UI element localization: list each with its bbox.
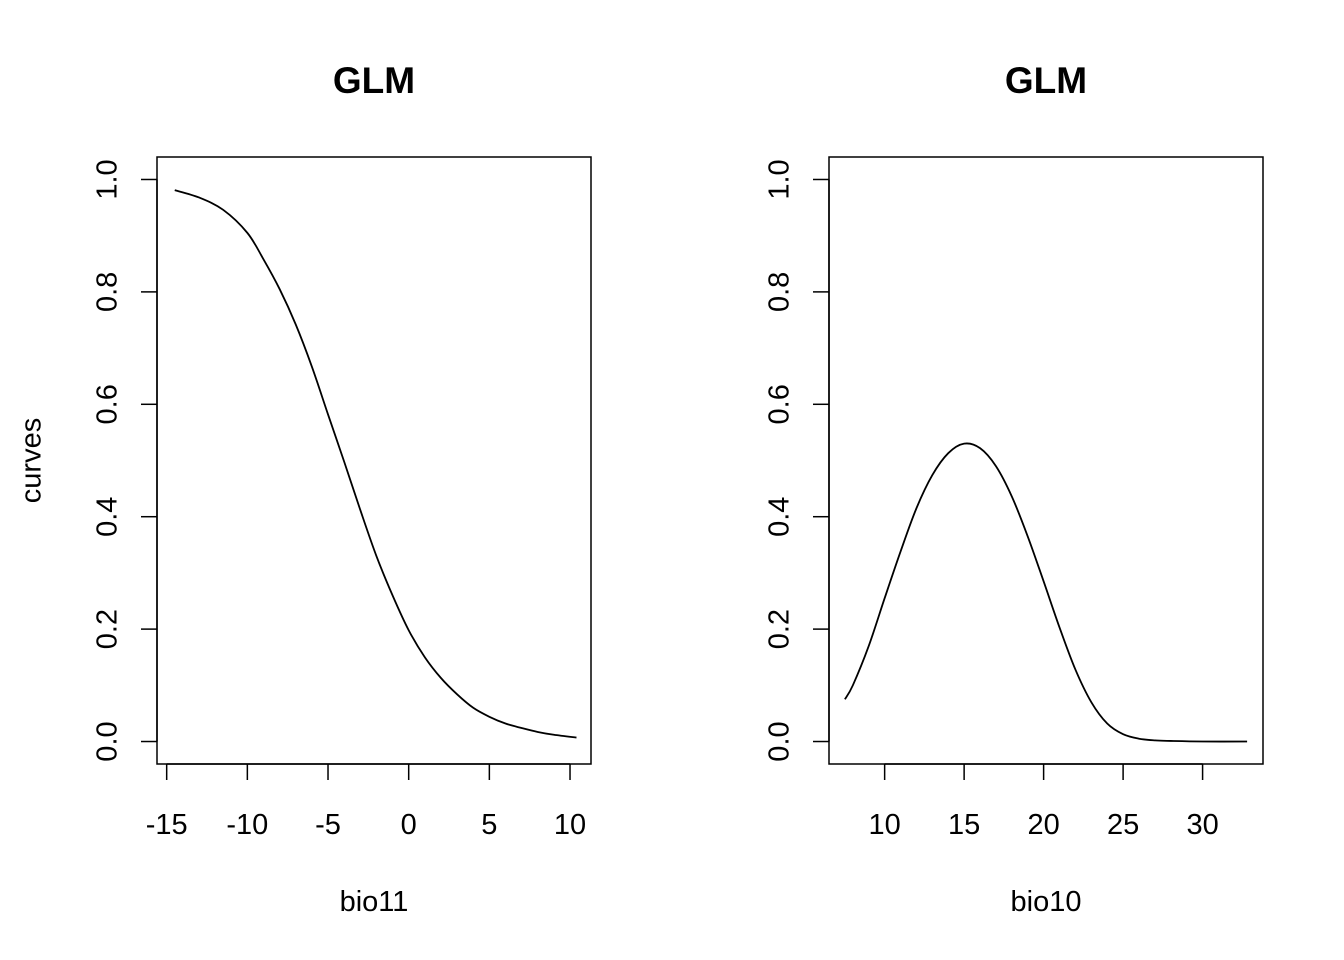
x-tick-label: 20 [1027, 809, 1059, 841]
x-tick-label: 25 [1107, 809, 1139, 841]
x-tick-label: 15 [948, 809, 980, 841]
y-tick-label: 0.0 [764, 721, 796, 761]
x-tick-label: -10 [226, 809, 268, 841]
x-axis-label: bio11 [340, 886, 409, 918]
y-tick-label: 1.0 [764, 159, 796, 199]
x-tick-label: 10 [554, 809, 586, 841]
y-axis-label: curves [16, 418, 48, 503]
x-tick-label: 5 [481, 809, 497, 841]
y-tick-label: 0.0 [92, 721, 124, 761]
y-tick-label: 0.8 [764, 272, 796, 312]
series-line [844, 442, 1248, 743]
y-tick-label: 0.6 [764, 384, 796, 424]
panel-bio11: GLM -15 -10 -5 0 5 10 bio11 0.0 0.2 0.4 0.6 0.8 1.0 cu… [16, 60, 592, 918]
series-line [174, 189, 577, 739]
panel-bio10: GLM 10 15 20 25 30 bio10 0.0 0.2 0.4 0.6 0.8 1.0 [764, 60, 1264, 918]
x-axis-label: bio10 [1011, 886, 1082, 918]
x-tick-label: 30 [1186, 809, 1218, 841]
y-tick-label: 0.4 [92, 497, 124, 537]
chart-title: GLM [1005, 60, 1087, 101]
x-tick-label: -15 [146, 809, 188, 841]
chart-title: GLM [333, 60, 415, 101]
x-tick-label: 0 [401, 809, 417, 841]
x-tick-label: -5 [315, 809, 341, 841]
y-tick-label: 0.6 [92, 384, 124, 424]
plot-frame [156, 156, 592, 765]
y-tick-label: 0.4 [764, 497, 796, 537]
y-tick-label: 1.0 [92, 159, 124, 199]
y-tick-label: 0.2 [92, 609, 124, 649]
x-tick-label: 10 [869, 809, 901, 841]
y-tick-label: 0.8 [92, 272, 124, 312]
y-tick-label: 0.2 [764, 609, 796, 649]
plot-frame [828, 156, 1264, 765]
